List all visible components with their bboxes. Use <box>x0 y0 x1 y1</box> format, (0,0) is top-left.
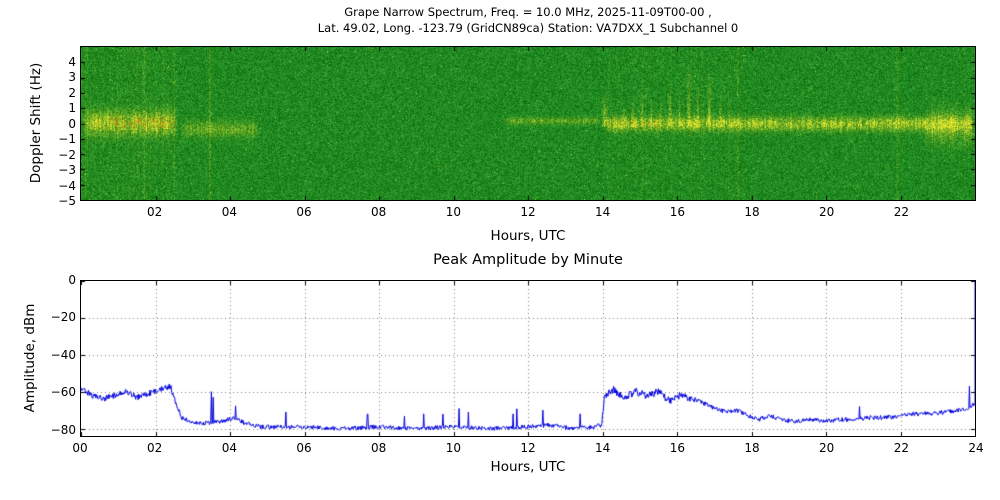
tick-label: −5 <box>58 194 76 208</box>
amplitude-title: Peak Amplitude by Minute <box>433 252 623 268</box>
tick-label: 0 <box>68 273 76 287</box>
tick-label: 2 <box>68 85 76 100</box>
amplitude-ylabel: Amplitude, dBm <box>22 303 38 413</box>
amplitude-xlabel: Hours, UTC <box>490 459 566 475</box>
tick-label: −1 <box>58 132 76 146</box>
tick-label: 04 <box>221 441 237 455</box>
tick-label: 14 <box>595 205 611 219</box>
tick-label: 20 <box>819 441 835 455</box>
tick-label: 00 <box>72 441 88 455</box>
tick-label: 24 <box>968 441 984 455</box>
tick-label: −4 <box>58 178 76 193</box>
tick-label: 08 <box>371 441 387 455</box>
tick-label: 18 <box>744 205 760 219</box>
amplitude-plot <box>80 280 976 437</box>
tick-label: 16 <box>669 441 685 455</box>
tick-label: −60 <box>50 385 76 400</box>
spectrogram-title-line1: Grape Narrow Spectrum, Freq. = 10.0 MHz,… <box>344 5 712 19</box>
tick-label: 3 <box>68 70 76 84</box>
tick-label: 06 <box>296 441 312 455</box>
tick-label: −3 <box>58 163 76 177</box>
tick-label: 18 <box>744 441 760 455</box>
tick-label: 08 <box>371 205 387 219</box>
tick-label: 04 <box>221 205 237 219</box>
tick-label: 22 <box>893 205 909 219</box>
tick-label: 06 <box>296 205 312 219</box>
tick-label: −2 <box>58 147 76 162</box>
tick-label: 14 <box>595 441 611 455</box>
spectrogram-plot <box>80 46 976 201</box>
tick-label: 10 <box>445 205 461 219</box>
spectrogram-title-line2: Lat. 49.02, Long. -123.79 (GridCN89ca) S… <box>317 20 739 35</box>
tick-label: 0 <box>68 116 76 131</box>
tick-label: 1 <box>68 101 76 115</box>
spectrogram-canvas <box>81 47 975 200</box>
tick-label: 20 <box>819 205 835 219</box>
tick-label: 22 <box>893 441 909 455</box>
spectrogram-title: Grape Narrow Spectrum, Freq. = 10.0 MHz,… <box>80 5 976 36</box>
tick-label: −40 <box>50 347 76 362</box>
tick-label: 02 <box>147 441 163 455</box>
tick-label: 02 <box>147 205 163 219</box>
tick-label: 4 <box>68 54 76 69</box>
tick-label: 16 <box>669 205 685 219</box>
amplitude-canvas <box>81 281 975 436</box>
spectrogram-xlabel: Hours, UTC <box>490 228 566 244</box>
tick-label: 10 <box>445 441 461 455</box>
tick-label: 12 <box>520 441 536 455</box>
tick-label: −80 <box>50 422 76 437</box>
tick-label: 12 <box>520 205 536 219</box>
tick-label: −20 <box>50 310 76 325</box>
